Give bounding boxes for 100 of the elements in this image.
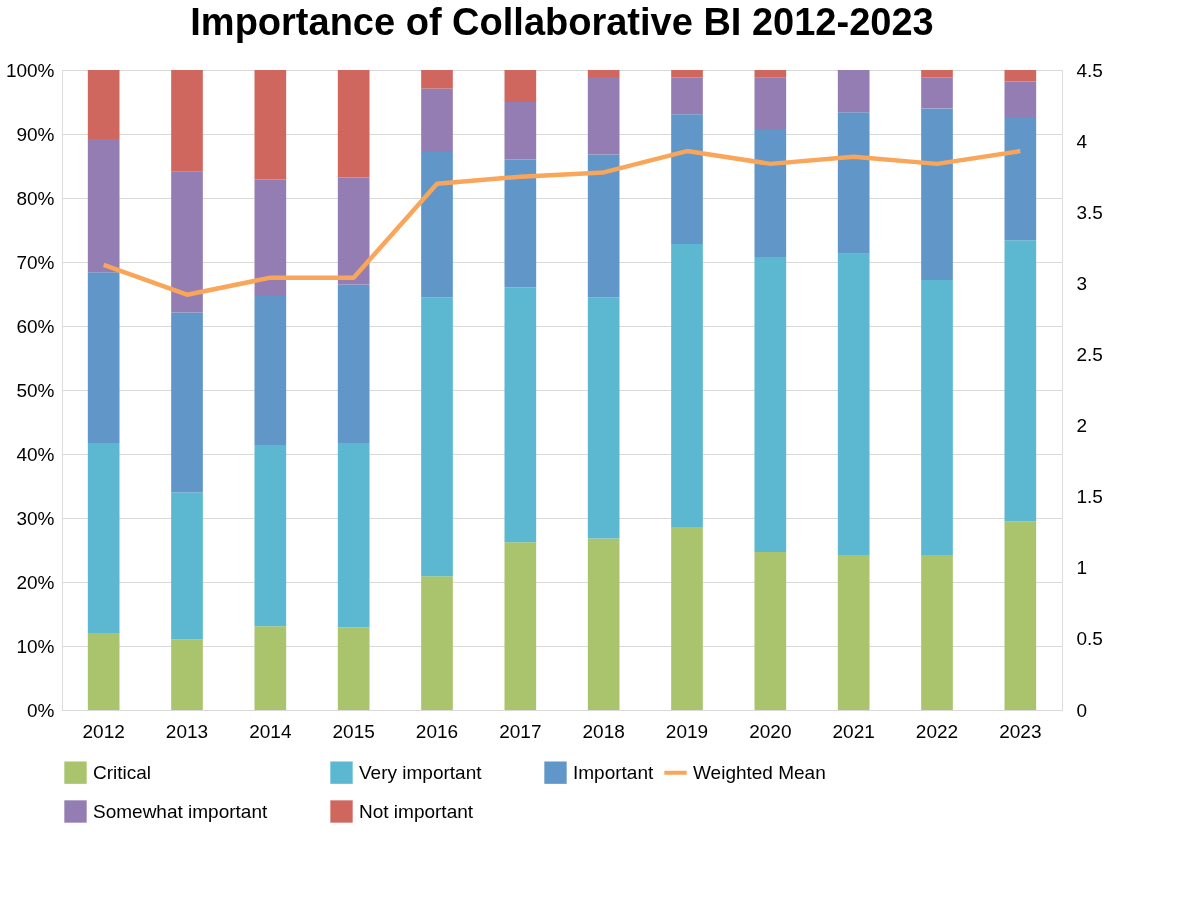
line-series [101, 148, 1023, 297]
y-tick-label: 40% [16, 443, 55, 465]
bar [337, 443, 370, 628]
bar [921, 108, 953, 280]
bar [754, 128, 787, 257]
bar [587, 70, 620, 78]
bar [921, 279, 953, 556]
x-tick-label: 2016 [415, 720, 459, 742]
bar [1004, 118, 1037, 241]
bar [1004, 70, 1037, 82]
bar [421, 88, 453, 152]
bar [254, 295, 287, 446]
bar [1004, 521, 1037, 710]
bar [921, 555, 953, 710]
bar [171, 312, 203, 493]
bar [254, 445, 287, 627]
chart-title: Importance of Collaborative BI 2012-2023 [190, 1, 934, 43]
bar [837, 112, 870, 254]
bar [671, 114, 703, 245]
y2-tick-label: 0.5 [1076, 628, 1103, 650]
y-tick-label: 90% [16, 123, 55, 145]
legend-label: Important [573, 761, 654, 783]
bar [504, 287, 537, 543]
x-tick-label: 2019 [665, 720, 709, 742]
bar [754, 70, 787, 78]
y2-tick-label: 2.5 [1076, 343, 1103, 365]
bar [171, 70, 203, 172]
y-tick-label: 50% [16, 379, 55, 401]
bar [671, 77, 703, 115]
legend-label: Critical [93, 761, 152, 783]
bar [754, 551, 787, 710]
bar [587, 538, 620, 710]
bar [671, 244, 703, 527]
y2-tick-label: 3.5 [1076, 201, 1103, 223]
bar [754, 77, 787, 129]
bar [504, 542, 537, 710]
x-tick-label: 2013 [165, 720, 209, 742]
legend-label: Very important [359, 761, 483, 783]
x-tick-label: 2020 [749, 720, 792, 742]
bar [754, 256, 787, 552]
y-tick-label: 10% [16, 635, 55, 657]
bar [504, 70, 537, 102]
bar [921, 70, 953, 78]
y-tick-label: 70% [16, 251, 55, 273]
y-tick-label: 20% [16, 571, 55, 593]
y2-tick-label: 2 [1076, 415, 1088, 437]
bar [421, 576, 453, 710]
y-tick-label: 30% [16, 507, 55, 529]
bar [421, 70, 453, 89]
bar [1004, 240, 1037, 522]
y2-tick-label: 4 [1076, 130, 1088, 152]
bar [921, 77, 953, 109]
bar [254, 626, 287, 710]
bar [337, 70, 370, 178]
bar [587, 297, 620, 539]
bar [171, 171, 203, 313]
x-tick-label: 2021 [832, 720, 875, 742]
x-tick-label: 2018 [582, 720, 625, 742]
legend-label: Not important [359, 800, 474, 822]
bar [421, 297, 453, 577]
bar [671, 70, 703, 78]
bar [87, 70, 120, 140]
bar [254, 70, 287, 180]
bar [837, 253, 870, 556]
y-tick-label: 60% [16, 315, 55, 337]
x-tick-label: 2014 [249, 720, 292, 742]
bar [171, 639, 203, 710]
bar [837, 70, 870, 113]
y-tick-label: 80% [16, 187, 55, 209]
bar [587, 77, 620, 155]
y2-tick-label: 3 [1076, 272, 1088, 294]
bar [1004, 81, 1037, 118]
bar [87, 443, 120, 634]
legend-label: Weighted Mean [693, 761, 826, 783]
y2-tick-label: 0 [1076, 699, 1088, 721]
bar [837, 555, 870, 710]
bar [337, 177, 370, 285]
bar [671, 526, 703, 710]
x-tick-label: 2022 [915, 720, 959, 742]
y2-tick-label: 1 [1076, 557, 1088, 579]
y2-tick-label: 4.5 [1076, 59, 1103, 81]
x-tick-label: 2012 [82, 720, 125, 742]
bar [87, 633, 120, 710]
bar [504, 102, 537, 160]
bar [337, 284, 370, 444]
bar [87, 272, 120, 444]
bar [337, 627, 370, 710]
x-tick-label: 2015 [332, 720, 375, 742]
y-tick-label: 0% [27, 699, 55, 721]
bar [254, 179, 287, 296]
y-tick-label: 100% [5, 59, 55, 81]
bar [171, 492, 203, 640]
bar [87, 139, 120, 273]
legend-label: Somewhat important [93, 800, 268, 822]
x-tick-label: 2017 [499, 720, 542, 742]
bar [421, 151, 453, 298]
y2-tick-label: 1.5 [1076, 486, 1103, 508]
x-tick-label: 2023 [999, 720, 1042, 742]
bar [504, 159, 537, 288]
bar [587, 154, 620, 298]
